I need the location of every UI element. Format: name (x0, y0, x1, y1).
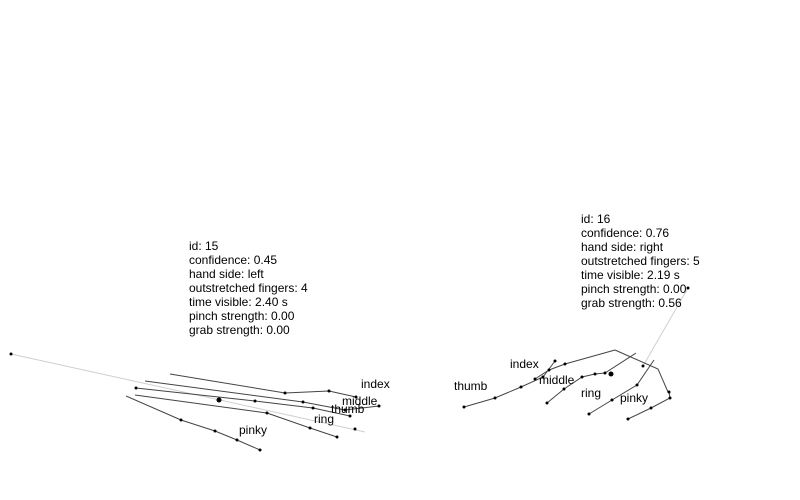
left-middle-bones (144, 380, 380, 411)
left-hand-side: hand side: left (189, 267, 264, 281)
left-hand-joints (9, 352, 381, 452)
left-index-bones (169, 373, 357, 398)
right-middle-bones (546, 352, 637, 404)
right-wrist-bones (614, 349, 669, 393)
left-ring-label: ring (314, 412, 334, 426)
left-hand-outstretched-fingers: outstretched fingers: 4 (189, 281, 308, 295)
left-hand-skeleton: index middle thumb ring pinky (9, 352, 390, 452)
right-middle-label: middle (539, 373, 575, 387)
left-hand-pinch-strength: pinch strength: 0.00 (189, 309, 295, 323)
right-hand-grab-strength: grab strength: 0.56 (581, 296, 682, 310)
left-index-label: index (361, 377, 390, 391)
right-hand-pinch-strength: pinch strength: 0.00 (581, 282, 687, 296)
right-pinky-label: pinky (620, 391, 648, 405)
right-ring-bones (588, 359, 655, 415)
right-hand-info-panel: id: 16 confidence: 0.76 hand side: right… (581, 212, 700, 310)
right-palm-center (608, 371, 614, 377)
left-hand-time-visible: time visible: 2.40 s (189, 295, 288, 309)
left-ring-bones (134, 394, 338, 438)
right-hand-skeleton: thumb index middle ring pinky (454, 286, 690, 421)
right-index-label: index (510, 357, 539, 371)
left-hand-id: id: 15 (189, 239, 219, 253)
right-hand-confidence: confidence: 0.76 (581, 226, 670, 240)
right-hand-joints (462, 286, 690, 421)
right-hand-side: hand side: right (581, 240, 664, 254)
left-thumb-bones (135, 387, 351, 417)
left-pinky-label: pinky (239, 423, 267, 437)
left-palm-center (216, 397, 222, 403)
right-thumb-label: thumb (454, 379, 488, 393)
right-hand-outstretched-fingers: outstretched fingers: 5 (581, 254, 700, 268)
right-hand-time-visible: time visible: 2.19 s (581, 268, 680, 282)
left-thumb-label: thumb (331, 402, 365, 416)
left-forearm (10, 353, 366, 433)
left-hand-confidence: confidence: 0.45 (189, 253, 278, 267)
left-middle-label: middle (342, 394, 378, 408)
left-hand-info-panel: id: 15 confidence: 0.45 hand side: left … (189, 239, 308, 337)
right-ring-label: ring (581, 386, 601, 400)
right-hand-id: id: 16 (581, 212, 611, 226)
right-pinky-bones (627, 391, 671, 420)
right-forearm (642, 287, 689, 367)
left-hand-grab-strength: grab strength: 0.00 (189, 323, 290, 337)
